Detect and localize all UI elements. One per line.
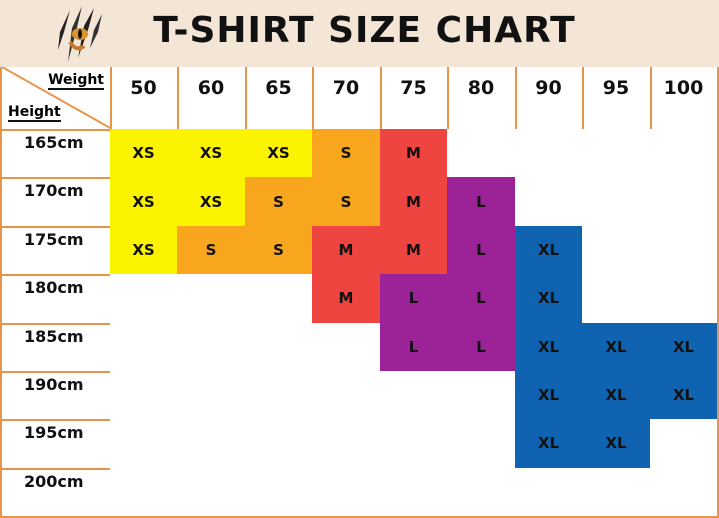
size-cell-empty <box>515 129 584 180</box>
size-cell-l: L <box>380 322 449 373</box>
size-cell-l: L <box>447 225 517 277</box>
size-cell-m: M <box>312 274 382 325</box>
size-cell-xl: XL <box>515 274 584 325</box>
size-cell-empty <box>380 467 449 518</box>
height-label: 170cm <box>0 177 112 228</box>
size-cell-empty <box>245 274 314 325</box>
size-cell-xl: XL <box>650 322 719 373</box>
size-cell-empty <box>312 370 382 422</box>
size-cell-empty <box>380 370 449 422</box>
weight-header: 70 <box>312 67 382 131</box>
size-cell-xs: XS <box>110 129 179 180</box>
size-cell-s: S <box>177 225 247 277</box>
height-label: 200cm <box>0 467 112 518</box>
size-cell-xs: XS <box>177 177 247 228</box>
size-cell-xl: XL <box>650 370 719 422</box>
size-cell-empty <box>245 322 314 373</box>
size-cell-empty <box>582 225 652 277</box>
size-cell-empty <box>582 177 652 228</box>
chart-title: T-SHIRT SIZE CHART <box>153 10 576 51</box>
size-cell-empty <box>177 322 247 373</box>
size-cell-xl: XL <box>515 322 584 373</box>
size-cell-xs: XS <box>177 129 247 180</box>
height-label: 180cm <box>0 274 112 325</box>
height-label: 165cm <box>0 129 112 180</box>
weight-header: 95 <box>582 67 652 131</box>
size-table: Weight Height 50 60 65 70 75 80 90 95 100 165cm XS… <box>0 67 719 518</box>
weight-header: 100 <box>650 67 719 131</box>
tiger-eye-claw-icon <box>50 2 110 66</box>
size-cell-empty <box>110 370 179 422</box>
size-cell-empty <box>245 419 314 470</box>
size-cell-empty <box>245 467 314 518</box>
size-cell-xl: XL <box>582 419 652 470</box>
size-cell-empty <box>245 370 314 422</box>
size-cell-empty <box>650 274 719 325</box>
size-cell-empty <box>177 419 247 470</box>
size-cell-empty <box>312 419 382 470</box>
weight-header: 65 <box>245 67 314 131</box>
size-cell-empty <box>650 467 719 518</box>
height-label: 195cm <box>0 419 112 470</box>
weight-axis-label: Weight <box>48 72 104 90</box>
size-cell-l: L <box>447 274 517 325</box>
size-cell-xs: XS <box>110 225 179 277</box>
size-cell-empty <box>447 129 517 180</box>
size-cell-s: S <box>312 129 382 180</box>
size-cell-empty <box>650 419 719 470</box>
size-cell-m: M <box>312 225 382 277</box>
size-cell-empty <box>650 177 719 228</box>
size-cell-s: S <box>245 177 314 228</box>
size-cell-empty <box>312 322 382 373</box>
size-cell-xl: XL <box>582 322 652 373</box>
size-cell-s: S <box>312 177 382 228</box>
size-cell-empty <box>447 467 517 518</box>
size-cell-m: M <box>380 129 449 180</box>
weight-header: 90 <box>515 67 584 131</box>
size-cell-l: L <box>380 274 449 325</box>
size-cell-xl: XL <box>515 225 584 277</box>
size-cell-empty <box>110 274 179 325</box>
size-cell-empty <box>110 467 179 518</box>
size-cell-m: M <box>380 177 449 228</box>
corner-header: Weight Height <box>0 67 112 131</box>
size-cell-empty <box>650 225 719 277</box>
size-cell-empty <box>582 467 652 518</box>
title-band: T-SHIRT SIZE CHART <box>0 0 719 67</box>
size-cell-empty <box>650 129 719 180</box>
height-label: 175cm <box>0 225 112 277</box>
size-cell-empty <box>177 467 247 518</box>
size-cell-empty <box>177 370 247 422</box>
size-cell-xs: XS <box>245 129 314 180</box>
size-cell-empty <box>447 419 517 470</box>
weight-header: 80 <box>447 67 517 131</box>
size-cell-empty <box>312 467 382 518</box>
size-cell-empty <box>110 419 179 470</box>
height-label: 190cm <box>0 370 112 422</box>
size-cell-empty <box>110 322 179 373</box>
height-label: 185cm <box>0 322 112 373</box>
diagonal-divider <box>2 67 112 129</box>
weight-header: 50 <box>110 67 179 131</box>
height-axis-label: Height <box>8 104 61 122</box>
size-cell-empty <box>515 467 584 518</box>
size-cell-empty <box>380 419 449 470</box>
size-cell-xl: XL <box>515 370 584 422</box>
size-cell-s: S <box>245 225 314 277</box>
size-cell-xl: XL <box>515 419 584 470</box>
size-cell-xl: XL <box>582 370 652 422</box>
size-cell-empty <box>447 370 517 422</box>
weight-header: 60 <box>177 67 247 131</box>
size-cell-empty <box>582 274 652 325</box>
size-cell-m: M <box>380 225 449 277</box>
weight-header: 75 <box>380 67 449 131</box>
size-cell-xs: XS <box>110 177 179 228</box>
size-cell-l: L <box>447 177 517 228</box>
size-cell-empty <box>582 129 652 180</box>
size-cell-empty <box>515 177 584 228</box>
size-cell-l: L <box>447 322 517 373</box>
size-cell-empty <box>177 274 247 325</box>
